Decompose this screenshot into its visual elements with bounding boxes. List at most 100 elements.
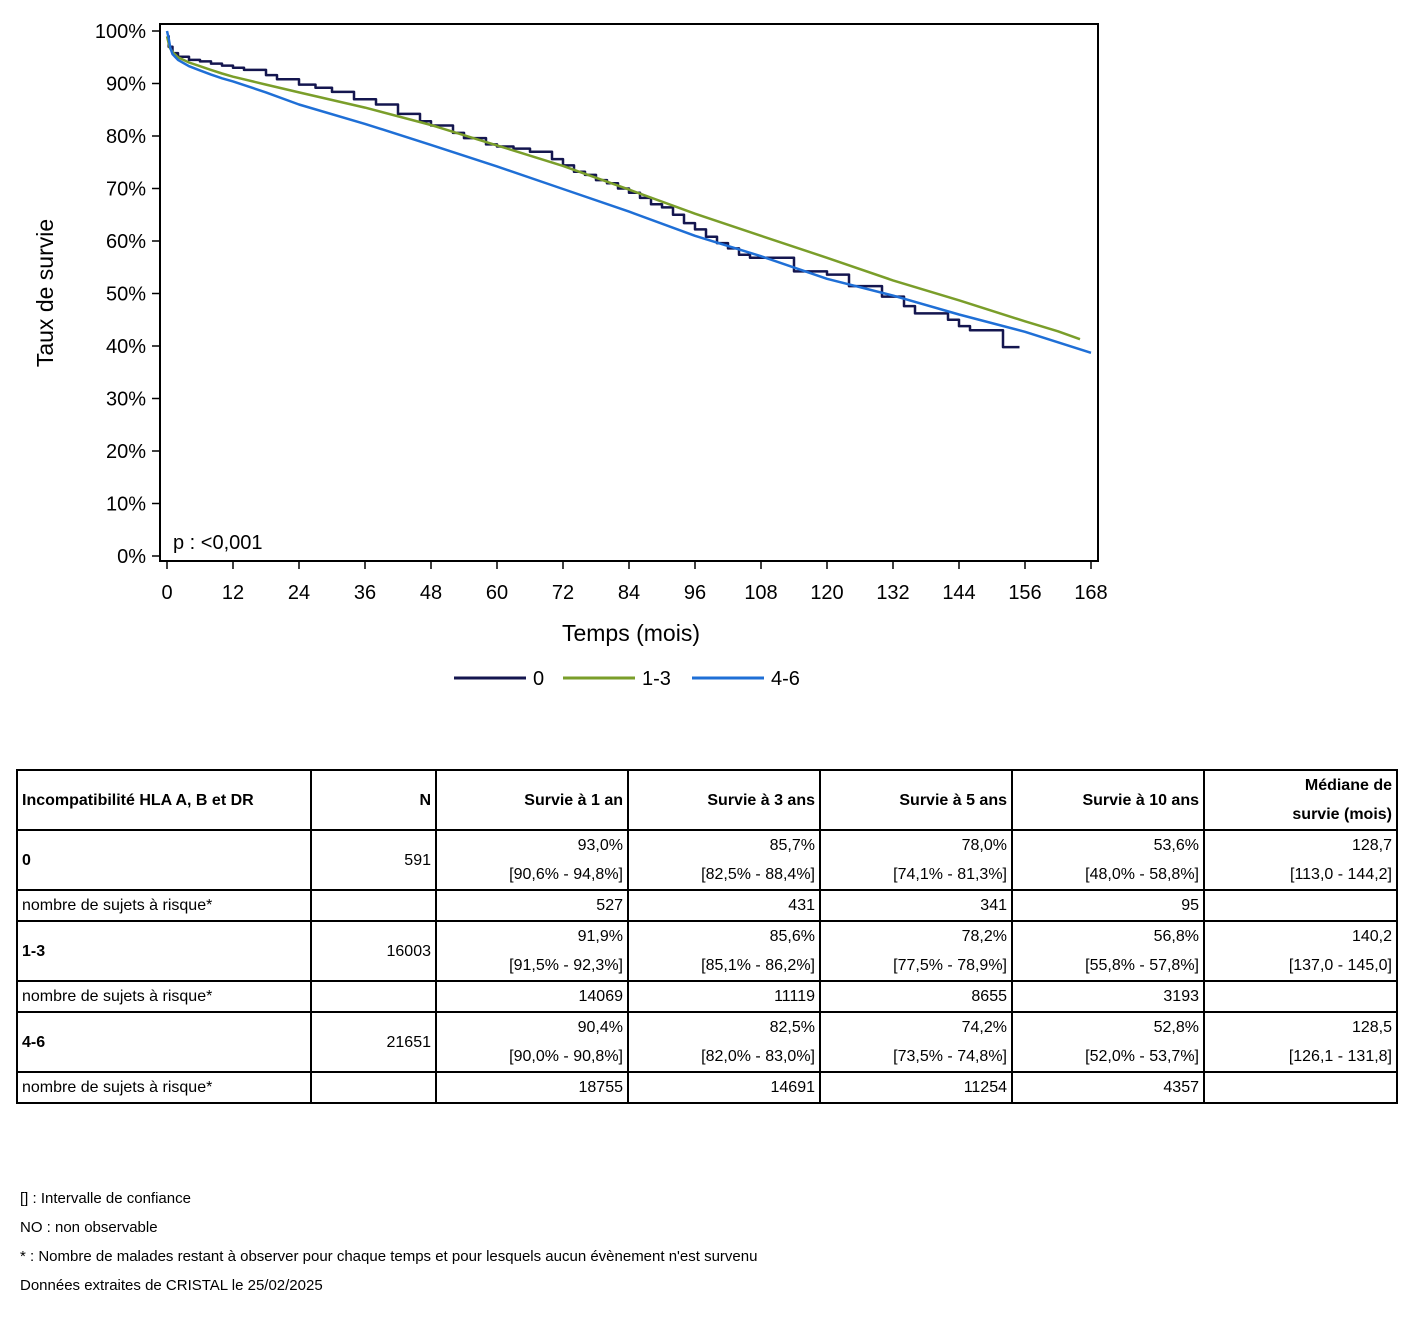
x-tick-label: 36: [354, 582, 376, 604]
footnotes: [] : Intervalle de confiance NO : non ob…: [20, 1188, 757, 1304]
table-cell: [1203, 980, 1398, 1013]
table-cell: 93,0% [90,6% - 94,8%]: [435, 829, 629, 891]
p-value-annotation: p : <0,001: [173, 532, 263, 554]
table-cell: 78,0% [74,1% - 81,3%]: [819, 829, 1013, 891]
y-tick-label: 80%: [106, 126, 146, 148]
table-cell: 85,6% [85,1% - 86,2%]: [627, 920, 821, 982]
table-cell: 53,6% [48,0% - 58,8%]: [1011, 829, 1205, 891]
y-tick-label: 0%: [117, 546, 146, 568]
y-tick-label: 70%: [106, 179, 146, 201]
row-label: nombre de sujets à risque*: [16, 1071, 312, 1104]
row-n: [310, 1071, 437, 1104]
table-cell: 52,8% [52,0% - 53,7%]: [1011, 1011, 1205, 1073]
series-layer: [165, 30, 1092, 354]
table-cell: 140,2 [137,0 - 145,0]: [1203, 920, 1398, 982]
table-row-at-risk: nombre de sujets à risque* 18755 14691 1125…: [16, 1071, 1398, 1104]
table-row-group: 4-6 21651 90,4% [90,0% - 90,8%] 82,5% [82,0% …: [16, 1011, 1398, 1073]
footnote-at-risk: * : Nombre de malades restant à observer…: [20, 1248, 758, 1265]
x-tick-label: 108: [744, 582, 777, 604]
table-row-group: 0 591 93,0% [90,6% - 94,8%] 85,7% [82,5% - 88…: [16, 829, 1398, 891]
table-header-cell: N: [310, 769, 437, 831]
y-axis-title: Taux de survie: [32, 219, 58, 367]
y-tick-label: 20%: [106, 441, 146, 463]
table-cell: 11119: [627, 980, 821, 1013]
table-header-cell: Médiane de survie (mois): [1203, 769, 1398, 831]
y-tick-label: 30%: [106, 389, 146, 411]
row-n: [310, 889, 437, 922]
row-n: 591: [310, 829, 437, 891]
legend-label-2: 4-6: [771, 668, 800, 690]
table-cell: [1203, 889, 1398, 922]
table-row-at-risk: nombre de sujets à risque* 14069 11119 8655…: [16, 980, 1398, 1013]
legend-label-1: 1-3: [642, 668, 671, 690]
table-cell: 527: [435, 889, 629, 922]
table-cell: 341: [819, 889, 1013, 922]
table-header-cell: Survie à 1 an: [435, 769, 629, 831]
survival-chart: 0% 10% 20% 30% 40% 50% 60% 70% 80% 90% 100% 0 12 24 3…: [32, 21, 1108, 690]
legend: 0 1-3 4-6: [454, 668, 800, 690]
x-tick-label: 120: [810, 582, 843, 604]
table-row-at-risk: nombre de sujets à risque* 527 431 341 95: [16, 889, 1398, 922]
row-label: nombre de sujets à risque*: [16, 889, 312, 922]
x-tick-label: 132: [876, 582, 909, 604]
table-cell: 82,5% [82,0% - 83,0%]: [627, 1011, 821, 1073]
table-cell: 128,7 [113,0 - 144,2]: [1203, 829, 1398, 891]
table-cell: 14069: [435, 980, 629, 1013]
table-cell: 128,5 [126,1 - 131,8]: [1203, 1011, 1398, 1073]
x-tick-label: 84: [618, 582, 640, 604]
row-n: 16003: [310, 920, 437, 982]
row-label: 4-6: [16, 1011, 312, 1073]
y-tick-label: 50%: [106, 284, 146, 306]
table-cell: 431: [627, 889, 821, 922]
x-tick-label: 72: [552, 582, 574, 604]
x-axis: 0 12 24 36 48 60 72 84 96 108 120 132 144 156 168: [161, 561, 1108, 604]
x-tick-label: 96: [684, 582, 706, 604]
footnote-no: NO : non observable: [20, 1219, 158, 1236]
y-tick-label: 10%: [106, 494, 146, 516]
row-label: 0: [16, 829, 312, 891]
table-header-row: Incompatibilité HLA A, B et DR N Survie à …: [16, 769, 1398, 831]
table-body: 0 591 93,0% [90,6% - 94,8%] 85,7% [82,5% - 88…: [16, 829, 1398, 1104]
table-cell: 74,2% [73,5% - 74,8%]: [819, 1011, 1013, 1073]
table-cell: 85,7% [82,5% - 88,4%]: [627, 829, 821, 891]
y-tick-label: 40%: [106, 336, 146, 358]
x-tick-label: 60: [486, 582, 508, 604]
table-row-group: 1-3 16003 91,9% [91,5% - 92,3%] 85,6% [85,1% …: [16, 920, 1398, 982]
row-n: [310, 980, 437, 1013]
table-cell: 95: [1011, 889, 1205, 922]
table-header-cell: Incompatibilité HLA A, B et DR: [16, 769, 312, 831]
table-header-cell: Survie à 10 ans: [1011, 769, 1205, 831]
x-tick-label: 12: [222, 582, 244, 604]
footnote-source: Données extraites de CRISTAL le 25/02/20…: [20, 1277, 323, 1294]
row-n: 21651: [310, 1011, 437, 1073]
table-cell: 90,4% [90,0% - 90,8%]: [435, 1011, 629, 1073]
x-tick-label: 0: [161, 582, 172, 604]
table-cell: 78,2% [77,5% - 78,9%]: [819, 920, 1013, 982]
table-cell: 14691: [627, 1071, 821, 1104]
table-cell: 8655: [819, 980, 1013, 1013]
table-cell: 11254: [819, 1071, 1013, 1104]
table-cell: [1203, 1071, 1398, 1104]
x-axis-title: Temps (mois): [562, 620, 700, 646]
table-header-cell: Survie à 5 ans: [819, 769, 1013, 831]
table-cell: 56,8% [55,8% - 57,8%]: [1011, 920, 1205, 982]
x-tick-label: 48: [420, 582, 442, 604]
legend-label-0: 0: [533, 668, 544, 690]
table-cell: 91,9% [91,5% - 92,3%]: [435, 920, 629, 982]
table-header-cell: Survie à 3 ans: [627, 769, 821, 831]
table-cell: 18755: [435, 1071, 629, 1104]
table-cell: 3193: [1011, 980, 1205, 1013]
series-line-2: [165, 30, 1092, 354]
y-tick-label: 60%: [106, 231, 146, 253]
y-axis: 0% 10% 20% 30% 40% 50% 60% 70% 80% 90% 100%: [95, 21, 160, 568]
series-line-1: [165, 36, 1081, 341]
x-tick-label: 156: [1008, 582, 1041, 604]
y-tick-label: 100%: [95, 21, 146, 43]
table-cell: 4357: [1011, 1071, 1205, 1104]
row-label: nombre de sujets à risque*: [16, 980, 312, 1013]
x-tick-label: 24: [288, 582, 310, 604]
row-label: 1-3: [16, 920, 312, 982]
y-tick-label: 90%: [106, 74, 146, 96]
x-tick-label: 144: [942, 582, 975, 604]
x-tick-label: 168: [1074, 582, 1107, 604]
